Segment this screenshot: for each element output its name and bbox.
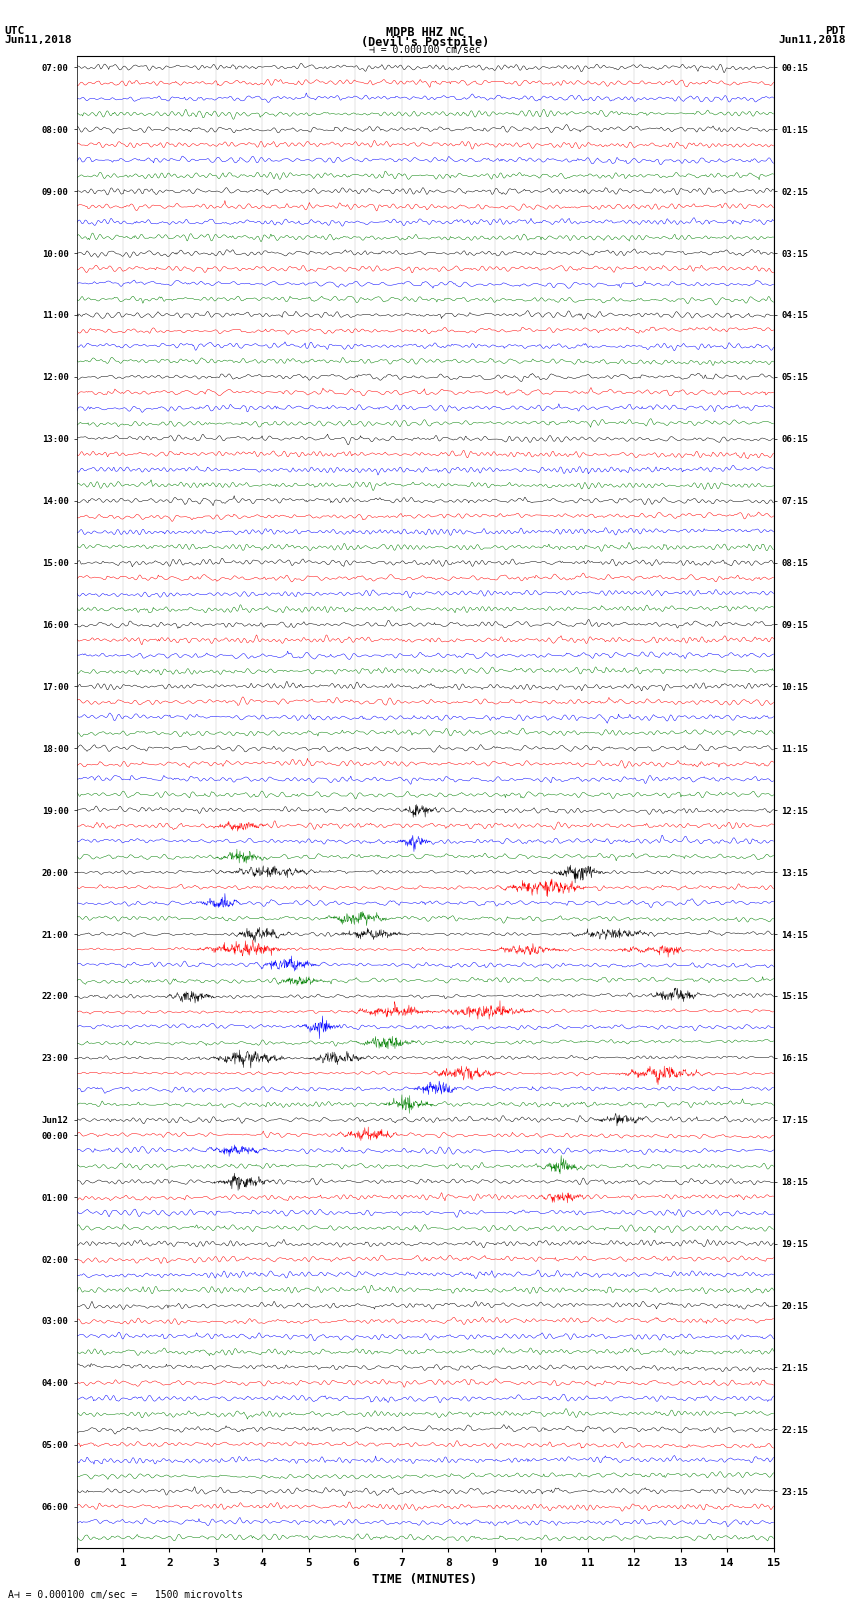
Text: MDPB HHZ NC: MDPB HHZ NC (386, 26, 464, 39)
Text: (Devil's Postpile): (Devil's Postpile) (361, 35, 489, 48)
Text: PDT: PDT (825, 26, 846, 35)
Text: Jun11,2018: Jun11,2018 (779, 35, 846, 45)
X-axis label: TIME (MINUTES): TIME (MINUTES) (372, 1573, 478, 1586)
Text: UTC: UTC (4, 26, 25, 35)
Text: ⊣ = 0.000100 cm/sec: ⊣ = 0.000100 cm/sec (369, 45, 481, 55)
Text: Jun11,2018: Jun11,2018 (4, 35, 71, 45)
Text: A⊣ = 0.000100 cm/sec =   1500 microvolts: A⊣ = 0.000100 cm/sec = 1500 microvolts (8, 1590, 243, 1600)
